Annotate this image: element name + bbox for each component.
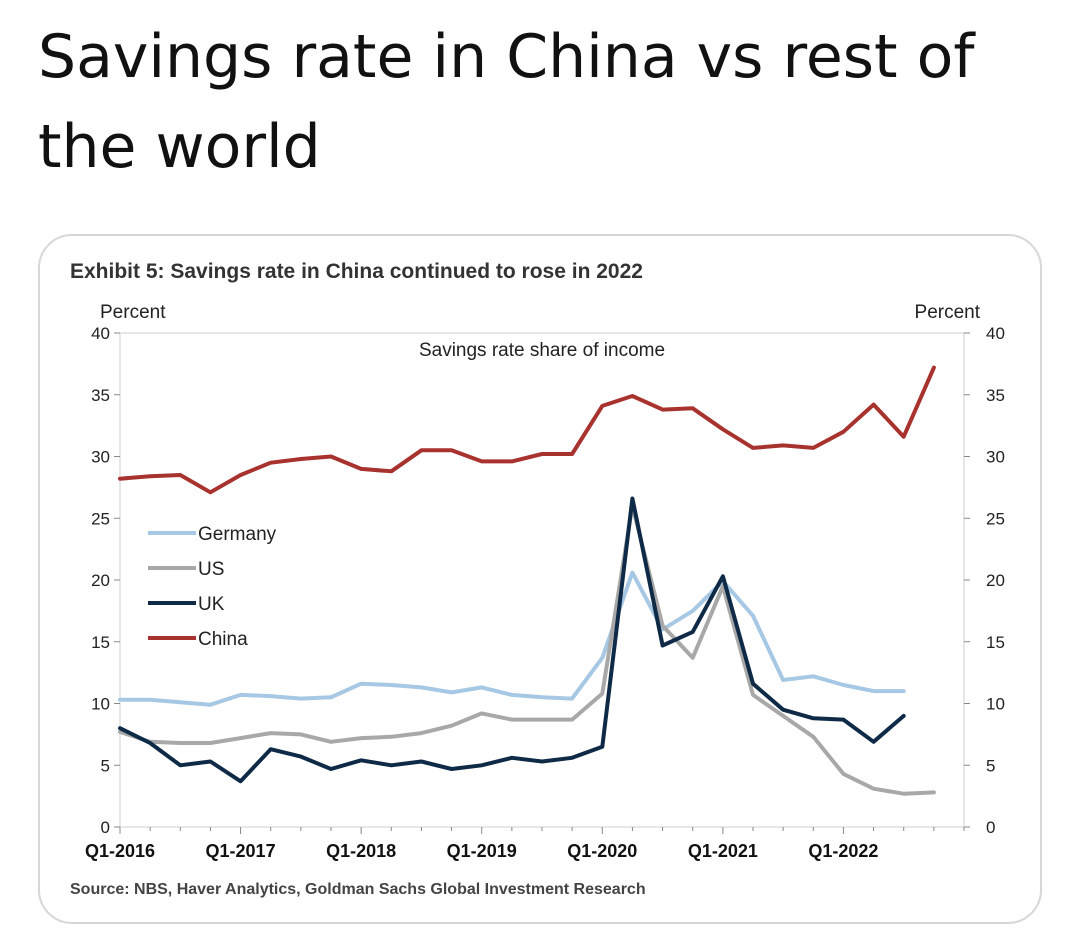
legend-label-germany: Germany bbox=[198, 524, 277, 545]
x-tick-label: Q1-2016 bbox=[85, 841, 155, 861]
series-line-us bbox=[118, 503, 936, 796]
y-tick-label-right: 15 bbox=[986, 633, 1005, 652]
y-tick-label-right: 5 bbox=[986, 756, 995, 775]
legend-label-uk: UK bbox=[198, 594, 225, 615]
chart-card: Exhibit 5: Savings rate in China continu… bbox=[38, 234, 1042, 924]
y-tick-label-right: 25 bbox=[986, 509, 1005, 528]
x-tick-label: Q1-2017 bbox=[206, 841, 276, 861]
legend-label-us: US bbox=[198, 559, 224, 580]
x-tick-label: Q1-2022 bbox=[808, 841, 878, 861]
series-line-china bbox=[118, 365, 936, 495]
y-tick-label-right: 10 bbox=[986, 695, 1005, 714]
y-axis-label-left: Percent bbox=[100, 302, 166, 323]
chart-source: Source: NBS, Haver Analytics, Goldman Sa… bbox=[70, 881, 646, 898]
x-tick-label: Q1-2021 bbox=[688, 841, 758, 861]
y-tick-label-left: 10 bbox=[91, 695, 110, 714]
headline: Savings rate in China vs rest of the wor… bbox=[38, 22, 975, 182]
x-tick-label: Q1-2018 bbox=[326, 841, 396, 861]
y-tick-label-left: 20 bbox=[91, 571, 110, 590]
y-tick-label-left: 5 bbox=[101, 756, 110, 775]
y-tick-label-right: 40 bbox=[986, 324, 1005, 343]
y-tick-label-right: 30 bbox=[986, 448, 1005, 467]
legend-label-china: China bbox=[198, 629, 248, 650]
series-line-uk bbox=[118, 496, 906, 784]
y-tick-label-right: 35 bbox=[986, 386, 1005, 405]
y-axis-label-right: Percent bbox=[915, 302, 981, 323]
y-tick-label-right: 0 bbox=[986, 818, 995, 837]
x-tick-label: Q1-2019 bbox=[447, 841, 517, 861]
plot-frame bbox=[119, 332, 965, 828]
y-tick-label-right: 20 bbox=[986, 571, 1005, 590]
y-tick-label-left: 0 bbox=[101, 818, 110, 837]
y-tick-label-left: 35 bbox=[91, 386, 110, 405]
y-tick-label-left: 15 bbox=[91, 633, 110, 652]
chart-subtitle: Savings rate share of income bbox=[419, 340, 665, 361]
y-tick-label-left: 30 bbox=[91, 448, 110, 467]
series-line-germany bbox=[118, 570, 906, 707]
y-tick-label-left: 25 bbox=[91, 509, 110, 528]
x-tick-label: Q1-2020 bbox=[567, 841, 637, 861]
y-tick-label-left: 40 bbox=[91, 324, 110, 343]
chart-title: Exhibit 5: Savings rate in China continu… bbox=[70, 260, 643, 283]
